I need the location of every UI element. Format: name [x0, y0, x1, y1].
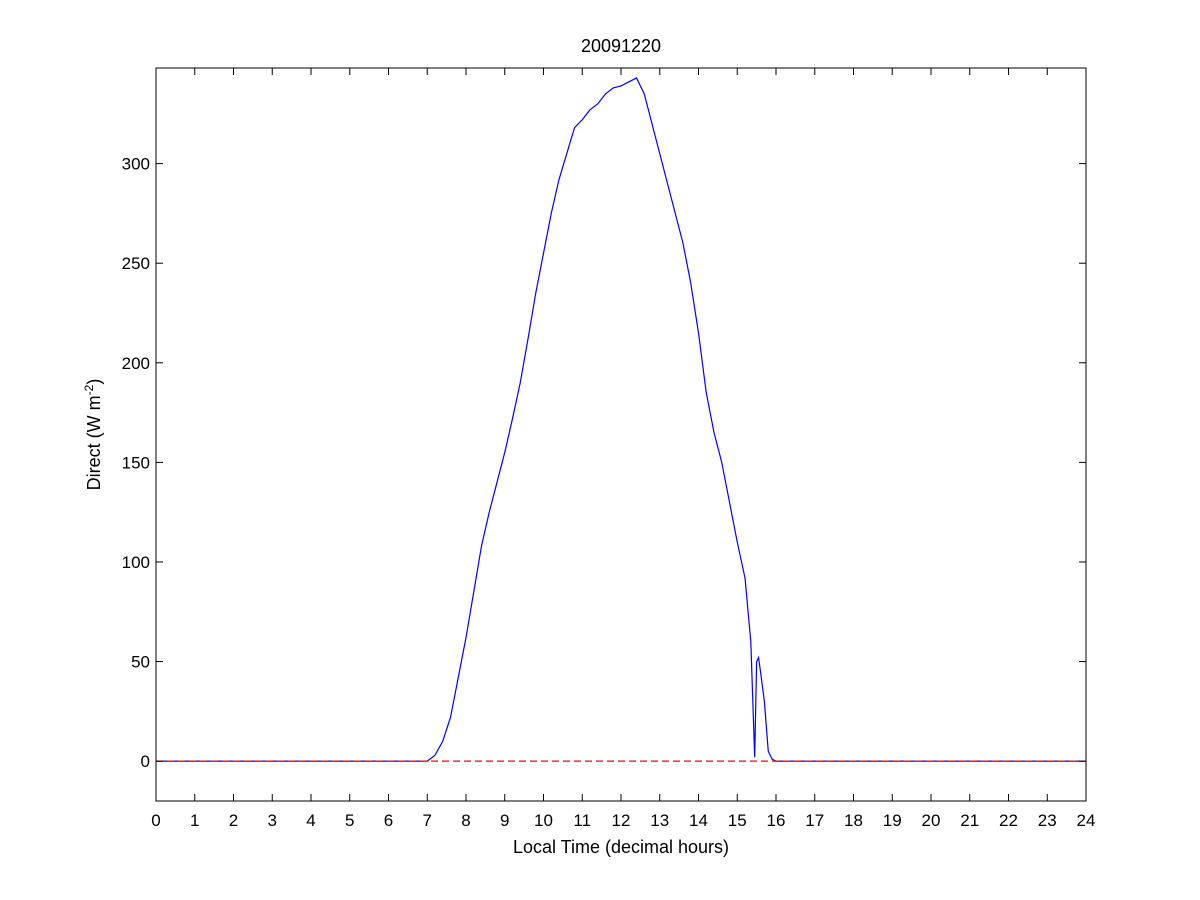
- x-tick-label: 23: [1038, 811, 1057, 830]
- y-axis-label-text: Direct (W m: [84, 395, 104, 490]
- plot-area: [155, 67, 1087, 802]
- plot-frame: [155, 67, 1087, 802]
- x-tick-label: 7: [423, 811, 432, 830]
- x-tick-label: 1: [190, 811, 199, 830]
- x-tick-label: 2: [229, 811, 238, 830]
- x-tick-label: 11: [573, 811, 591, 830]
- x-tick-label: 22: [999, 811, 1018, 830]
- y-tick-label: 0: [141, 752, 150, 771]
- x-tick-label: 5: [345, 811, 354, 830]
- x-tick-label: 9: [500, 811, 509, 830]
- x-tick-label: 19: [883, 811, 902, 830]
- y-axis-label-suffix: ): [84, 379, 104, 385]
- x-tick-label: 3: [268, 811, 277, 830]
- x-tick-label: 24: [1077, 811, 1096, 830]
- x-tick-label: 4: [306, 811, 315, 830]
- y-tick-label: 250: [122, 254, 150, 273]
- y-axis-label: Direct (W m-2): [82, 379, 104, 491]
- x-tick-label: 15: [728, 811, 747, 830]
- x-tick-label: 0: [151, 811, 160, 830]
- ticks-layer: 0 1 2 3 4 5 6 7 8 9 10 11 12 13 14 15 16 17 18 19 20 21 22 23 24…: [122, 68, 1096, 830]
- x-tick-label: 20: [922, 811, 941, 830]
- chart-title: 20091220: [581, 36, 661, 56]
- x-tick-label: 12: [612, 811, 631, 830]
- y-tick-label: 100: [122, 553, 150, 572]
- x-tick-label: 16: [767, 811, 786, 830]
- x-axis-label: Local Time (decimal hours): [513, 837, 729, 857]
- y-tick-label: 300: [122, 155, 150, 174]
- y-tick-label: 150: [122, 453, 150, 472]
- x-tick-label: 21: [960, 811, 979, 830]
- series-layer: [156, 77, 1086, 762]
- x-tick-label: 17: [805, 811, 824, 830]
- direct-irradiance-line: [156, 77, 1086, 762]
- x-tick-label: 8: [461, 811, 470, 830]
- y-tick-label: 50: [131, 653, 150, 672]
- x-tick-label: 13: [650, 811, 669, 830]
- x-tick-label: 6: [384, 811, 393, 830]
- x-tick-label: 10: [534, 811, 553, 830]
- y-tick-label: 200: [122, 354, 150, 373]
- x-tick-label: 18: [844, 811, 863, 830]
- y-axis-label-superscript: -2: [82, 384, 96, 395]
- x-tick-label: 14: [689, 811, 708, 830]
